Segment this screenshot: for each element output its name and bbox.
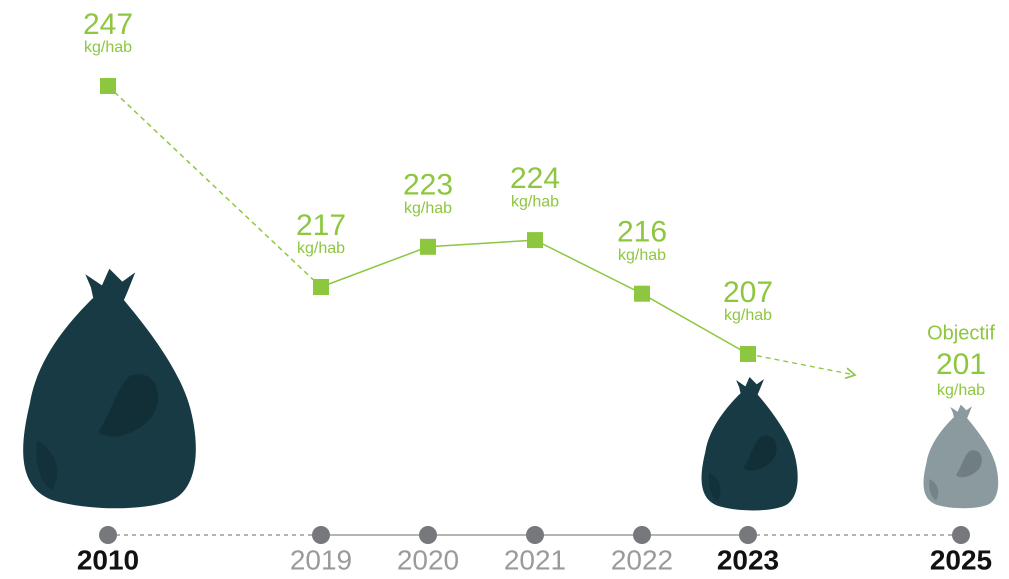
timeline-dot [99,526,117,544]
x-tick-label: 2025 [930,544,992,575]
timeline-dot [526,526,544,544]
value-label: 223 [403,169,453,202]
value-label: 247 [83,8,133,41]
value-label: 217 [296,209,346,242]
x-tick-label: 2010 [77,544,139,575]
timeline-dot [419,526,437,544]
marker [313,279,329,295]
timeline-dot [739,526,757,544]
x-tick-label: 2023 [717,544,779,575]
bag-2023 [701,377,798,511]
target-value: 201 [936,348,986,381]
unit-label: kg/hab [297,240,345,257]
line [320,239,749,355]
marker [100,78,116,94]
unit-label: kg/hab [404,200,452,217]
x-tick-label: 2021 [504,544,566,575]
timeline-dot [952,526,970,544]
target-label: Objectif [927,322,995,344]
unit-label: kg/hab [724,307,772,324]
marker [634,285,650,302]
bag-2025 [923,404,999,509]
value-label: 216 [617,216,667,249]
x-tick-label: 2022 [611,544,673,575]
x-tick-label: 2020 [397,544,459,575]
line-dashed [107,85,322,288]
target-unit: kg/hab [937,382,985,399]
unit-label: kg/hab [618,247,666,264]
value-label: 207 [723,276,773,309]
marker [420,238,436,255]
timeline-dot [633,526,651,544]
marker [740,346,756,362]
x-tick-label: 2019 [290,544,352,575]
value-label: 224 [510,162,560,195]
unit-label: kg/hab [511,193,559,210]
bag-2010 [23,268,196,509]
trend-arrow [747,353,857,380]
timeline-dot [312,526,330,544]
bags [23,268,999,511]
unit-label: kg/hab [84,39,132,56]
marker [527,232,543,249]
